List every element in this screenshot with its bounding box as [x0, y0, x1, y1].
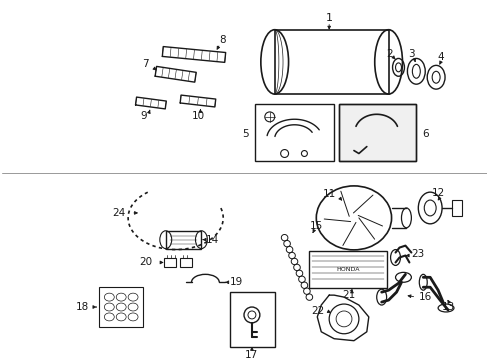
Text: 9: 9 — [141, 111, 147, 121]
Text: 5: 5 — [242, 129, 248, 139]
Text: HONDA: HONDA — [336, 267, 359, 272]
Bar — [338, 104, 415, 161]
Text: 19: 19 — [230, 277, 243, 287]
Bar — [254, 104, 333, 161]
Bar — [230, 292, 274, 347]
Text: 23: 23 — [410, 248, 424, 258]
Text: 22: 22 — [310, 306, 324, 316]
Bar — [309, 251, 386, 288]
Text: 8: 8 — [219, 35, 225, 45]
Bar — [165, 231, 201, 249]
Bar — [338, 104, 415, 161]
Bar — [451, 200, 461, 216]
Text: 15: 15 — [309, 221, 322, 231]
Text: 14: 14 — [205, 235, 218, 245]
Text: 20: 20 — [139, 257, 152, 267]
Text: 1: 1 — [325, 13, 332, 23]
Text: 7: 7 — [142, 59, 149, 69]
Text: 18: 18 — [76, 302, 89, 312]
Text: 16: 16 — [417, 292, 431, 302]
Text: 2: 2 — [386, 49, 392, 59]
Bar — [99, 287, 142, 327]
Text: 10: 10 — [191, 111, 204, 121]
Text: 21: 21 — [342, 290, 355, 300]
Bar — [163, 257, 175, 267]
Text: 12: 12 — [430, 188, 444, 198]
Text: 6: 6 — [422, 129, 428, 139]
Text: 24: 24 — [112, 208, 125, 218]
Text: 3: 3 — [407, 49, 414, 59]
Text: 4: 4 — [437, 53, 444, 62]
Bar — [274, 30, 388, 94]
Text: 13: 13 — [441, 302, 454, 312]
Text: 11: 11 — [322, 189, 335, 199]
Text: 17: 17 — [245, 350, 258, 360]
Bar — [179, 257, 191, 267]
